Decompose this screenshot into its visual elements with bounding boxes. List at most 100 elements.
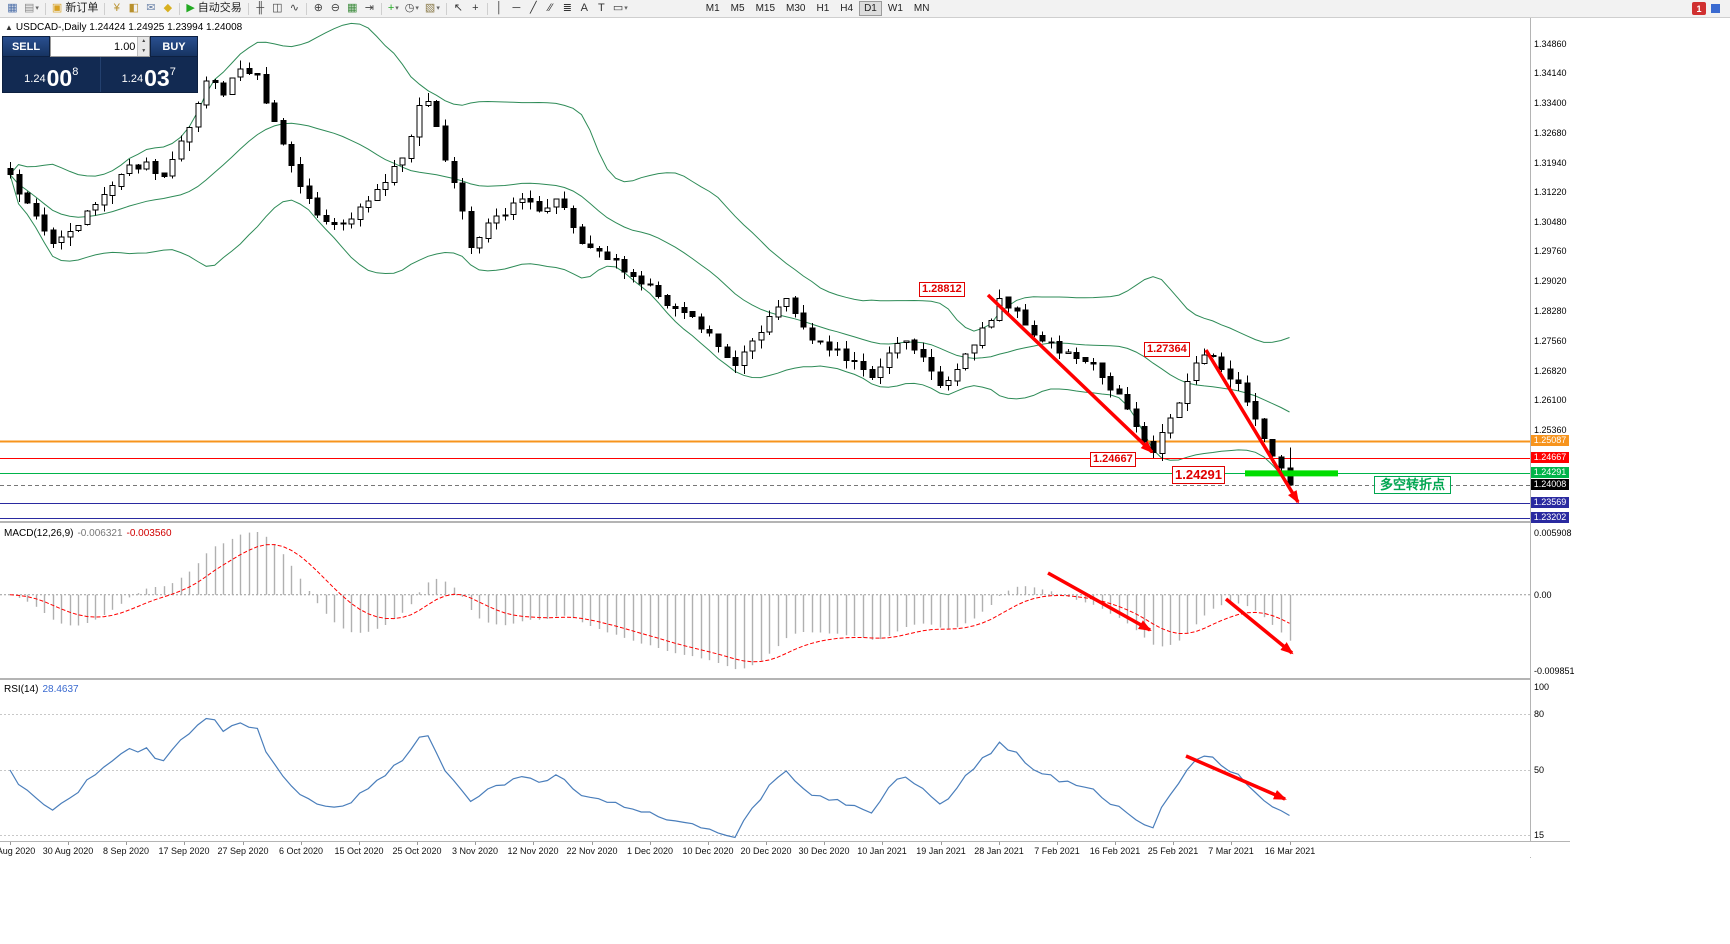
candle-body — [50, 229, 57, 244]
timeframe-button-mn[interactable]: MN — [913, 3, 930, 14]
label-icon[interactable]: T — [593, 1, 610, 17]
date-tick — [475, 842, 476, 845]
trend-arrow[interactable] — [986, 293, 1154, 454]
trend-arrow[interactable] — [1204, 349, 1300, 504]
sell-price-sup: 8 — [72, 66, 79, 78]
candle-body — [1235, 379, 1242, 385]
candle-body — [1056, 340, 1063, 354]
alert-badge[interactable]: 1 — [1692, 2, 1706, 15]
spinner-up-icon[interactable]: ▲ — [141, 38, 147, 44]
date-axis[interactable]: 20 Aug 2020 30 Aug 2020 8 Sep 2020 17 Sep 2… — [0, 841, 1570, 857]
trendline-icon[interactable]: ╱ — [525, 1, 542, 17]
rsi-indicator-chart[interactable] — [0, 680, 1530, 841]
macd-indicator-chart[interactable] — [0, 524, 1530, 678]
candle-body — [886, 352, 893, 369]
grid-icon[interactable]: ▦ — [344, 1, 361, 17]
candle-body — [126, 164, 133, 175]
trend-arrow[interactable] — [1185, 754, 1287, 801]
price-callout[interactable]: 1.28812 — [919, 282, 965, 297]
timeframe-button-m5[interactable]: M5 — [730, 3, 745, 14]
date-axis-label: 20 Aug 2020 — [0, 846, 36, 856]
mail-icon[interactable]: ✉ — [142, 1, 159, 17]
market-watch-icon[interactable]: ¥ — [108, 1, 125, 17]
sell-price-display[interactable]: 1.24 00 8 — [3, 57, 100, 92]
trend-arrow[interactable] — [1047, 571, 1152, 632]
vline-icon[interactable]: │ — [491, 1, 508, 17]
candle-body — [297, 164, 304, 188]
price-axis-label: 1.34860 — [1534, 39, 1567, 49]
periods-icon[interactable]: ◷ ▾ — [402, 1, 422, 17]
spinner-down-icon[interactable]: ▼ — [141, 47, 147, 54]
date-axis-label: 19 Jan 2021 — [916, 846, 966, 856]
candle-body — [135, 164, 142, 170]
candle-body — [186, 127, 193, 143]
candle-body — [314, 197, 321, 216]
indicators-icon: + — [387, 2, 395, 14]
candle-body — [323, 214, 330, 223]
indicators-icon[interactable]: + ▾ — [385, 1, 402, 17]
candle-body — [544, 207, 551, 213]
alerts-icon: ◆ — [163, 2, 173, 14]
hline-icon[interactable]: ─ — [508, 1, 525, 17]
timeframe-button-m15[interactable]: M15 — [755, 3, 776, 14]
candle-body — [869, 369, 876, 379]
alerts-icon[interactable]: ◆ — [159, 1, 176, 17]
timeframe-button-m30[interactable]: M30 — [786, 3, 806, 14]
crosshair-icon[interactable]: + — [467, 1, 484, 17]
main-price-chart[interactable] — [0, 18, 1530, 521]
candle-body — [561, 198, 568, 209]
trend-arrow[interactable] — [1224, 597, 1294, 655]
price-callout[interactable]: 1.27364 — [1144, 342, 1190, 357]
buy-price-display[interactable]: 1.24 03 7 — [99, 57, 198, 92]
zoom-out-icon[interactable]: ⊖ — [327, 1, 344, 17]
candle-body — [596, 247, 603, 252]
candle-body — [732, 356, 739, 366]
candle-body — [288, 144, 295, 166]
candle-body — [41, 214, 48, 232]
volume-spinner[interactable]: ▲ ▼ — [137, 37, 149, 56]
price-axis-label: 1.26820 — [1534, 366, 1567, 376]
templates-icon[interactable]: ▧ ▾ — [422, 1, 443, 17]
rsi-axis-label: 80 — [1534, 709, 1545, 719]
timeframe-button-w1[interactable]: W1 — [887, 3, 903, 14]
bar-chart-icon[interactable]: ╫ — [252, 1, 269, 17]
macd-signal-line — [9, 544, 1290, 663]
candle-body — [681, 306, 688, 313]
cursor-icon[interactable]: ↖ — [450, 1, 467, 17]
date-axis-label: 3 Nov 2020 — [451, 846, 499, 856]
candle-body — [621, 259, 628, 273]
panel-divider[interactable] — [0, 521, 1570, 523]
panel-divider[interactable] — [0, 678, 1570, 680]
turning-point-label[interactable]: 多空转折点 — [1374, 476, 1452, 494]
line-chart-icon[interactable]: ∿ — [286, 1, 303, 17]
candle-chart-icon[interactable]: ◫ — [269, 1, 286, 17]
timeframe-button-h1[interactable]: H1 — [816, 3, 830, 14]
buy-button[interactable]: BUY — [150, 36, 198, 57]
trade-prices-row: 1.24 00 8 1.24 03 7 — [2, 57, 198, 93]
autotrade-button[interactable]: ▶ 自动交易 — [183, 1, 244, 17]
fibo-icon[interactable]: ≣ — [559, 1, 576, 17]
timeframe-button-m1[interactable]: M1 — [705, 3, 720, 14]
price-axis-label: 1.29760 — [1534, 246, 1567, 256]
chart-profiles-icon[interactable]: ▤ ▾ — [21, 1, 42, 17]
price-callout[interactable]: 1.24291 — [1172, 466, 1225, 484]
candle-body — [570, 207, 577, 228]
auto-scroll-icon: ⇥ — [364, 2, 374, 14]
shapes-icon[interactable]: ▭ ▾ — [610, 1, 631, 17]
volume-input[interactable] — [51, 37, 138, 56]
candle-body — [510, 202, 517, 215]
new-chart-icon[interactable]: ▦ — [4, 1, 21, 17]
sell-button[interactable]: SELL — [2, 36, 50, 57]
timeframe-button-d1[interactable]: D1 — [859, 1, 882, 16]
auto-scroll-icon[interactable]: ⇥ — [361, 1, 378, 17]
collapse-chart-icon[interactable]: ▲ — [5, 23, 13, 32]
price-axis[interactable]: 1.34860 1.34140 1.33400 1.32680 1.31940 1.312… — [1531, 18, 1575, 841]
zoom-in-icon[interactable]: ⊕ — [310, 1, 327, 17]
new-order-button-label: 新订单 — [65, 2, 99, 14]
price-callout[interactable]: 1.24667 — [1090, 452, 1136, 467]
text-icon[interactable]: A — [576, 1, 593, 17]
new-order-button[interactable]: ▣ 新订单 — [49, 1, 101, 17]
timeframe-button-h4[interactable]: H4 — [840, 3, 854, 14]
data-window-icon[interactable]: ◧ — [125, 1, 142, 17]
channel-icon[interactable]: ⁄⁄ — [542, 1, 559, 17]
